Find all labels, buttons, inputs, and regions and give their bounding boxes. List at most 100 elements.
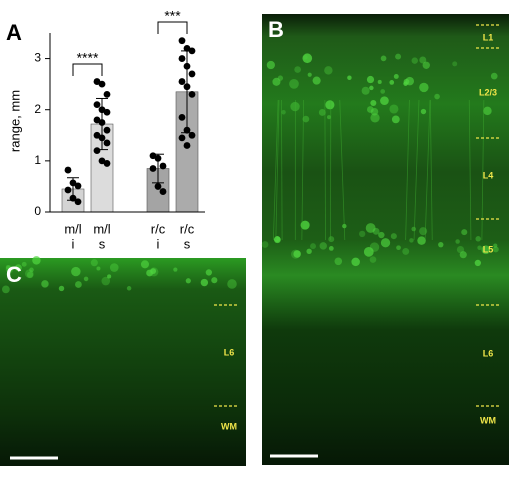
y-axis-label: range, mm xyxy=(7,90,22,152)
data-point xyxy=(160,163,167,170)
cell xyxy=(227,279,237,289)
layer-label: L6 xyxy=(483,348,494,358)
cell xyxy=(378,80,382,84)
data-point xyxy=(150,165,157,172)
cell xyxy=(325,100,334,109)
data-point xyxy=(104,140,111,147)
layer-label: WM xyxy=(480,415,496,425)
cell xyxy=(186,278,191,283)
cell xyxy=(22,262,27,267)
cell xyxy=(71,267,80,276)
cell xyxy=(293,250,301,258)
cell xyxy=(457,246,464,253)
data-point xyxy=(155,155,162,162)
cell xyxy=(274,236,280,242)
x-tick-label: r/c xyxy=(180,221,195,236)
panel-label: A xyxy=(6,20,22,45)
cell xyxy=(84,277,89,282)
data-point xyxy=(184,63,191,70)
cell xyxy=(396,245,401,250)
data-point xyxy=(75,198,82,205)
cell xyxy=(127,286,132,291)
data-point xyxy=(189,71,196,78)
cell xyxy=(395,54,401,60)
layer-label: L6 xyxy=(224,347,235,357)
significance-bracket xyxy=(158,22,187,34)
cell xyxy=(310,243,316,249)
data-point xyxy=(75,183,82,190)
cell xyxy=(461,229,467,235)
cell xyxy=(149,267,158,276)
cell xyxy=(477,245,482,250)
cell xyxy=(412,57,418,63)
x-tick-label: i xyxy=(72,236,75,251)
cell xyxy=(455,239,460,244)
data-point xyxy=(184,142,191,149)
layer-label: WM xyxy=(221,421,237,431)
data-point xyxy=(189,48,196,55)
x-tick-label: i xyxy=(157,236,160,251)
cell xyxy=(475,260,481,266)
cell xyxy=(389,80,394,85)
cell xyxy=(206,269,212,275)
cell xyxy=(370,100,376,106)
data-point xyxy=(94,101,101,108)
data-point xyxy=(179,78,186,85)
y-tick-label: 2 xyxy=(34,102,41,116)
image-c xyxy=(0,258,246,466)
cell xyxy=(96,267,100,271)
cell xyxy=(359,231,365,237)
cell xyxy=(491,73,498,80)
data-point xyxy=(99,81,106,88)
cell xyxy=(438,242,443,247)
cell xyxy=(173,268,177,272)
cell xyxy=(434,94,440,100)
significance-label: *** xyxy=(164,8,181,24)
cell xyxy=(281,110,285,114)
cell xyxy=(394,74,399,79)
cell xyxy=(267,61,275,69)
cell xyxy=(262,241,269,248)
data-point xyxy=(104,127,111,134)
cell xyxy=(308,73,312,77)
cell xyxy=(110,263,119,272)
cell xyxy=(59,286,64,291)
x-tick-label: s xyxy=(99,236,106,251)
layer-label: L2/3 xyxy=(479,87,497,97)
cell xyxy=(294,66,301,73)
cell xyxy=(381,56,387,62)
cell xyxy=(289,79,299,89)
cell xyxy=(41,280,48,287)
data-point xyxy=(99,134,106,141)
data-point xyxy=(104,91,111,98)
cell xyxy=(347,76,351,80)
cell xyxy=(335,258,343,266)
cell xyxy=(373,228,380,235)
cell xyxy=(351,258,360,267)
cell xyxy=(370,256,377,263)
data-point xyxy=(104,109,111,116)
x-tick-label: m/l xyxy=(64,221,81,236)
cell xyxy=(419,83,428,92)
cell xyxy=(417,236,426,245)
significance-label: **** xyxy=(77,50,99,66)
y-tick-label: 0 xyxy=(34,204,41,218)
cell xyxy=(391,233,397,239)
cell xyxy=(101,277,110,286)
x-tick-label: s xyxy=(184,236,191,251)
cell xyxy=(367,76,374,83)
cell xyxy=(389,104,398,113)
cell xyxy=(303,55,307,59)
cell xyxy=(75,281,82,288)
cell xyxy=(421,109,426,114)
panel-label: B xyxy=(268,17,284,42)
panel-label: C xyxy=(6,262,22,287)
data-point xyxy=(179,55,186,62)
data-point xyxy=(189,132,196,139)
cell xyxy=(25,269,34,278)
cell xyxy=(483,107,491,115)
cell xyxy=(452,61,457,66)
cell xyxy=(392,115,400,123)
